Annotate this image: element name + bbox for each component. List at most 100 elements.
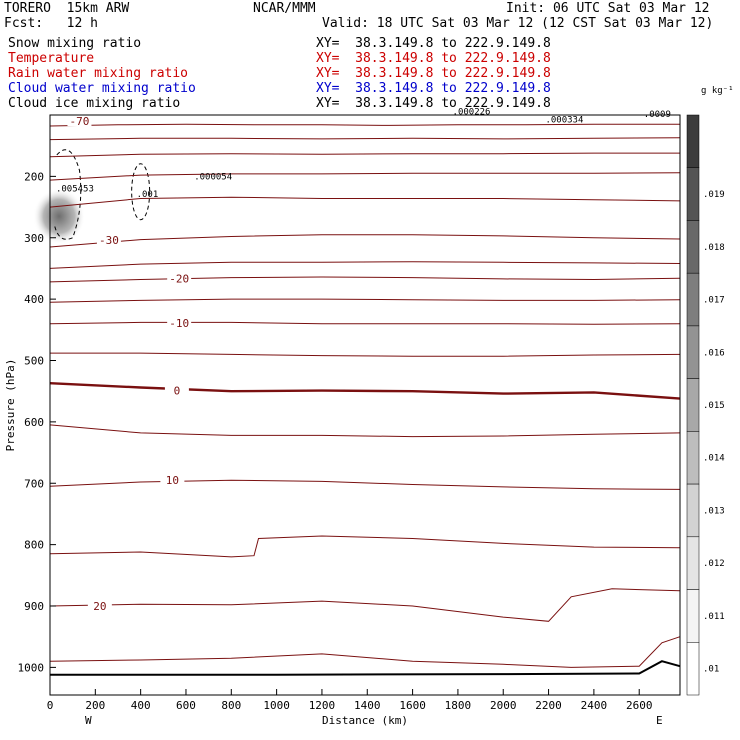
y-tick-label: 700 [24,477,44,490]
temperature-label-bg [167,316,192,329]
colorbar-swatch [686,167,700,221]
colorbar-tick-label: .014 [703,454,725,464]
y-tick-label: 900 [24,600,44,613]
colorbar-tick-label: .01 [703,665,719,675]
colorbar-tick-label: .015 [703,401,725,411]
field-name-cloud-ice: Cloud ice mixing ratio [8,96,181,111]
temperature-contour [49,588,681,622]
ice-max-label: .001 [137,190,159,200]
temperature-contour [49,196,681,208]
colorbar-tick-label: .016 [703,348,725,358]
temperature-contour [50,352,681,357]
temperature-label: -70 [70,115,90,128]
temperature-contour [49,382,681,400]
field-name-snow: Snow mixing ratio [8,36,142,51]
colorbar-tick-label: .011 [703,612,725,622]
x-tick-label: 1200 [309,699,336,712]
ice-contour [54,149,82,240]
temperature-label: 20 [93,600,106,613]
temperature-contour [49,123,680,127]
temperature-contour [49,137,681,141]
y-tick-label: 300 [24,232,44,245]
temperature-contour [49,636,681,668]
colorbar-swatch [686,114,700,168]
temperature-contour [49,535,681,558]
ice-max-label: .000054 [194,172,232,182]
temperature-contour [49,152,680,158]
x-tick-label: 1400 [354,699,381,712]
temperature-contour [49,261,681,269]
west-label: W [85,714,92,727]
ice-max-label: .005453 [56,185,94,195]
init-time: Init: 06 UTC Sat 03 Mar 12 [506,1,710,16]
temperature-label-bg [96,233,121,246]
colorbar-tick-label: .017 [703,296,725,306]
field-xy-temperature: XY= 38.3.149.8 to 222.9.149.8 [316,51,551,66]
ice-max-label: .000226 [453,107,491,117]
x-tick-label: 2200 [535,699,562,712]
ice-contour [131,163,151,221]
temperature-label: -20 [169,272,189,285]
colorbar-swatch [686,536,700,590]
colorbar-swatch [686,272,700,327]
field-xy-cloud-ice: XY= 38.3.149.8 to 222.9.149.8 [316,96,551,111]
temperature-contour [49,172,681,181]
temperature-contour [49,234,681,248]
temperature-label-bg [87,599,112,612]
y-tick-label: 400 [24,293,44,306]
x-tick-label: 1800 [445,699,472,712]
field-name-temperature: Temperature [8,51,95,66]
y-tick-label: 600 [24,416,44,429]
colorbar-swatch [686,325,700,379]
x-tick-label: 0 [47,699,54,712]
y-axis-label: Pressure (hPa) [4,359,17,452]
x-tick-label: 1600 [399,699,426,712]
colorbar-swatch [686,378,700,432]
colorbar-swatch [686,220,700,274]
y-tick-label: 800 [24,539,44,552]
colorbar-tick-label: .013 [703,506,725,516]
field-name-rain: Rain water mixing ratio [8,66,189,81]
field-name-cloud-water: Cloud water mixing ratio [8,81,196,96]
colorbar-swatch [686,589,700,643]
x-tick-label: 200 [85,699,105,712]
temperature-contour [49,276,681,283]
colorbar-swatch [686,431,700,485]
colorbar-tick-label: .018 [703,243,725,253]
temperature-contour [49,321,681,325]
valid-time: Valid: 18 UTC Sat 03 Mar 12 (12 CST Sat … [322,16,714,31]
temperature-label-bg [160,473,185,486]
temperature-label: 0 [174,385,181,398]
x-tick-label: 600 [176,699,196,712]
x-tick-label: 400 [131,699,151,712]
x-tick-label: 800 [221,699,241,712]
x-tick-label: 2600 [626,699,653,712]
y-tick-label: 200 [24,170,44,183]
x-tick-label: 1000 [263,699,290,712]
field-xy-rain: XY= 38.3.149.8 to 222.9.149.8 [316,66,551,81]
x-axis-label: Distance (km) [322,714,408,727]
temperature-label: -30 [99,234,119,247]
temperature-contour [49,424,681,438]
y-tick-label: 500 [24,355,44,368]
temperature-label-bg [67,114,92,127]
colorbar-unit: g kg⁻¹ [701,86,734,96]
snow-shading [33,188,86,245]
colorbar-swatch [686,642,700,696]
x-tick-label: 2400 [581,699,608,712]
y-tick-label: 1000 [18,661,45,674]
ice-max-label: .000334 [545,115,583,125]
model-title: TORERO 15km ARW [4,1,130,16]
temperature-label-bg [167,271,192,284]
org-title: NCAR/MMM [253,1,316,16]
temperature-contour [49,298,681,303]
colorbar-swatch [686,483,700,538]
east-label: E [656,714,663,727]
x-tick-label: 2000 [490,699,517,712]
temperature-label-bg [164,383,189,396]
field-xy-cloud-water: XY= 38.3.149.8 to 222.9.149.8 [316,81,551,96]
surface-terrain-line [50,660,681,676]
plot-frame [49,114,681,696]
field-xy-snow: XY= 38.3.149.8 to 222.9.149.8 [316,36,551,51]
